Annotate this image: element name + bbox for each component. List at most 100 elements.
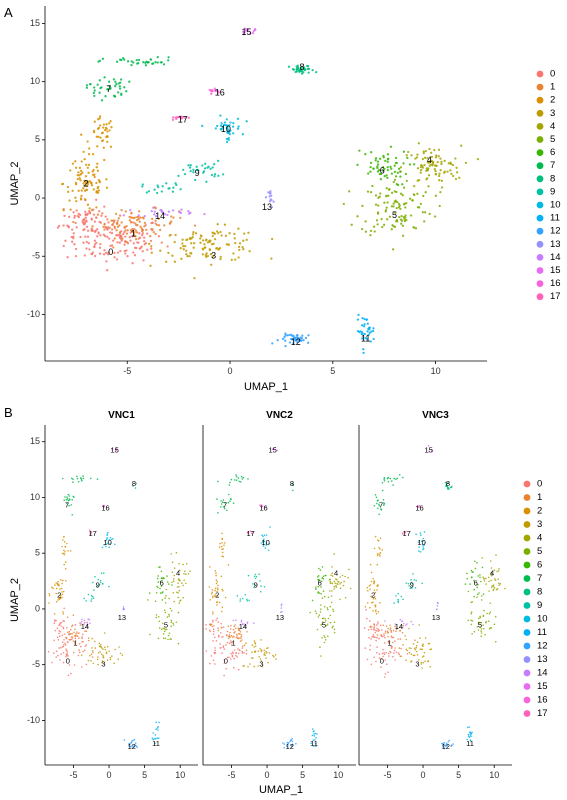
point [93, 173, 96, 176]
point [85, 600, 87, 602]
point [283, 336, 286, 339]
point [148, 592, 151, 594]
point [321, 580, 323, 583]
point [212, 659, 215, 662]
point [87, 639, 90, 642]
point [423, 531, 426, 533]
point [59, 595, 62, 597]
point [71, 638, 73, 640]
point [51, 586, 53, 588]
point [333, 585, 336, 588]
point [102, 123, 106, 126]
point [498, 584, 501, 586]
point [68, 215, 71, 219]
series-17 [88, 529, 93, 535]
point [324, 574, 327, 577]
point [260, 504, 263, 506]
point [396, 200, 399, 204]
point [171, 209, 175, 212]
point [74, 635, 76, 637]
point [358, 149, 361, 152]
point [63, 536, 65, 538]
point [416, 167, 420, 170]
point [369, 229, 373, 233]
point [62, 590, 65, 593]
point [380, 634, 382, 636]
point [240, 621, 243, 623]
point [213, 87, 216, 90]
point [106, 269, 109, 272]
point [260, 660, 263, 662]
point [135, 218, 139, 222]
y-tick-label: 10 [30, 492, 40, 502]
legend-swatch-1 [523, 494, 531, 501]
legend-swatch-16 [523, 696, 531, 704]
point [482, 576, 485, 578]
legend-swatch-7 [536, 162, 544, 170]
point [404, 635, 406, 637]
point [58, 624, 60, 626]
point [109, 658, 112, 661]
point [83, 157, 86, 161]
point [59, 635, 61, 637]
point [148, 242, 151, 246]
point [372, 597, 375, 600]
point [428, 450, 430, 453]
point [348, 190, 351, 193]
point [361, 316, 364, 320]
point [251, 644, 254, 646]
point [291, 67, 295, 71]
point [205, 624, 207, 626]
points-layer [56, 27, 480, 355]
point [423, 651, 426, 654]
point [231, 651, 234, 653]
point [120, 221, 123, 224]
point [387, 480, 390, 483]
point [79, 198, 83, 201]
cluster-label-7: 7 [65, 500, 69, 509]
point [55, 587, 58, 590]
point [88, 529, 91, 531]
point [327, 608, 329, 611]
point [331, 566, 333, 568]
point [104, 215, 107, 218]
point [57, 581, 59, 583]
point [433, 164, 437, 167]
point [221, 588, 223, 591]
cluster-label-1: 1 [388, 638, 392, 647]
cluster-label-0: 0 [224, 656, 228, 665]
point [212, 633, 215, 635]
point [488, 628, 491, 630]
point [332, 610, 335, 612]
point [136, 746, 138, 748]
point [493, 587, 496, 589]
point [201, 247, 204, 250]
legend-label-4: 4 [537, 533, 542, 544]
point [464, 161, 468, 165]
point [104, 251, 108, 255]
cluster-label-17: 17 [178, 114, 188, 124]
point [384, 637, 386, 639]
point [57, 599, 59, 601]
point [103, 544, 105, 546]
point [248, 599, 250, 602]
point [386, 153, 390, 156]
point [63, 499, 65, 502]
point [146, 248, 149, 251]
point [103, 128, 107, 132]
point [458, 176, 461, 179]
point [390, 631, 393, 633]
point [426, 157, 429, 160]
point [485, 621, 487, 624]
point [480, 630, 482, 632]
point [86, 183, 89, 186]
point [92, 213, 96, 216]
point [374, 605, 377, 608]
point [170, 553, 172, 555]
point [93, 254, 97, 258]
point [380, 624, 382, 627]
point [467, 726, 469, 729]
point [399, 166, 403, 169]
point [414, 587, 417, 589]
